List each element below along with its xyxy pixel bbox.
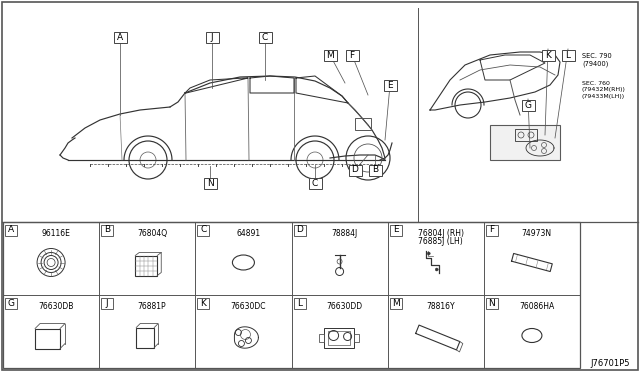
Bar	[355, 118, 371, 130]
Text: A: A	[117, 32, 123, 42]
Bar	[383, 80, 397, 90]
Bar	[205, 32, 218, 42]
Bar	[390, 298, 402, 308]
Text: E: E	[387, 80, 393, 90]
Bar	[259, 32, 271, 42]
Bar	[5, 224, 17, 235]
Text: C: C	[262, 32, 268, 42]
Bar	[35, 328, 60, 349]
Text: F: F	[489, 225, 494, 234]
Bar	[3, 222, 580, 368]
Bar	[486, 224, 498, 235]
Text: 76630DB: 76630DB	[38, 302, 74, 311]
Text: 76804J (RH): 76804J (RH)	[417, 229, 463, 238]
Text: F: F	[349, 51, 355, 60]
Text: E: E	[393, 225, 399, 234]
Bar	[328, 330, 349, 344]
Bar	[197, 224, 209, 235]
Text: 76630DC: 76630DC	[230, 302, 266, 311]
Text: 74973N: 74973N	[522, 229, 552, 238]
Text: 76881P: 76881P	[138, 302, 166, 311]
Text: J76701P5: J76701P5	[591, 359, 630, 368]
Bar	[346, 49, 358, 61]
Bar	[113, 32, 127, 42]
Bar	[541, 49, 554, 61]
Text: N: N	[488, 298, 495, 308]
Bar	[522, 99, 534, 110]
Text: B: B	[104, 225, 110, 234]
Text: A: A	[8, 225, 14, 234]
Text: 76086HA: 76086HA	[519, 302, 554, 311]
Bar	[369, 164, 381, 176]
Bar	[353, 334, 358, 341]
Text: 78816Y: 78816Y	[426, 302, 455, 311]
Text: G: G	[525, 100, 531, 109]
Bar	[486, 298, 498, 308]
Bar	[136, 327, 154, 347]
Bar	[324, 327, 353, 347]
Text: D: D	[351, 166, 358, 174]
Text: J: J	[211, 32, 213, 42]
Text: 76885J (LH): 76885J (LH)	[418, 237, 463, 246]
Bar	[349, 164, 362, 176]
Text: K: K	[545, 51, 551, 60]
Text: 76630DD: 76630DD	[326, 302, 362, 311]
Bar	[135, 256, 157, 276]
Bar	[308, 177, 321, 189]
Text: SEC. 760
(79432M(RH))
(79433M(LH)): SEC. 760 (79432M(RH)) (79433M(LH))	[582, 81, 626, 99]
Text: M: M	[326, 51, 334, 60]
Bar	[319, 334, 324, 341]
Text: L: L	[566, 51, 570, 60]
Circle shape	[435, 268, 438, 271]
Bar	[101, 224, 113, 235]
Text: L: L	[297, 298, 302, 308]
Bar	[204, 177, 216, 189]
Bar	[515, 129, 537, 141]
Text: B: B	[372, 166, 378, 174]
Text: 76804Q: 76804Q	[137, 229, 167, 238]
Text: D: D	[296, 225, 303, 234]
Bar	[390, 224, 402, 235]
Bar	[101, 298, 113, 308]
Bar	[197, 298, 209, 308]
Text: G: G	[8, 298, 15, 308]
Text: C: C	[312, 179, 318, 187]
Bar	[294, 224, 305, 235]
Text: J: J	[106, 298, 108, 308]
Bar	[5, 298, 17, 308]
Text: N: N	[207, 179, 213, 187]
Text: 64891: 64891	[236, 229, 260, 238]
Bar	[490, 125, 560, 160]
Text: K: K	[200, 298, 206, 308]
Text: M: M	[392, 298, 399, 308]
Text: SEC. 790
(79400): SEC. 790 (79400)	[582, 53, 612, 67]
Circle shape	[428, 252, 430, 255]
Bar	[323, 49, 337, 61]
Text: C: C	[200, 225, 207, 234]
Bar	[294, 298, 305, 308]
Text: 78884J: 78884J	[332, 229, 358, 238]
Bar	[561, 49, 575, 61]
Text: 96116E: 96116E	[42, 229, 70, 238]
